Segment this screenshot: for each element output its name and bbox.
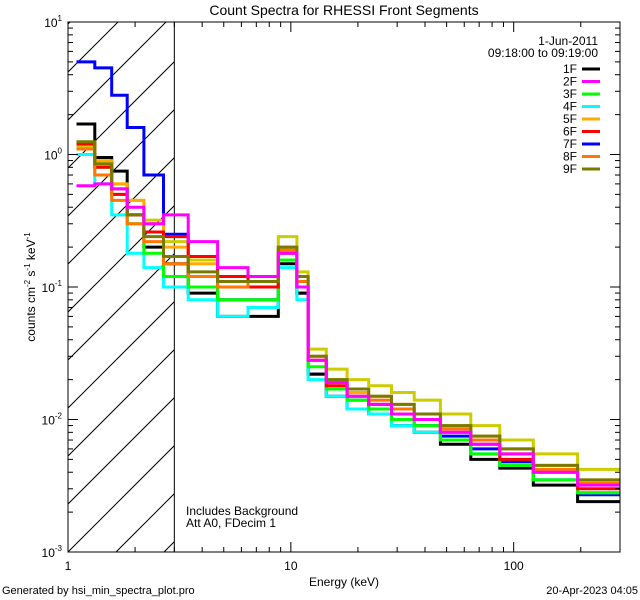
x-axis-label: Energy (keV)	[309, 575, 379, 589]
y-tick-base: 10	[44, 149, 58, 163]
y-axis-label-mid: s	[24, 271, 38, 280]
series-line-2F	[76, 182, 620, 487]
legend-label-9F: 9F	[563, 162, 577, 176]
legend-label-5F: 5F	[563, 112, 577, 126]
series-line-9F	[76, 140, 620, 482]
x-tick-label: 100	[504, 559, 524, 573]
y-axis-label: counts cm-2 s-1 keV-1	[23, 232, 38, 342]
time-range-label: 09:18:00 to 09:19:00	[488, 46, 598, 60]
y-tick-label: 10-1	[42, 279, 63, 295]
hatch-line	[68, 300, 175, 409]
legend-label-6F: 6F	[563, 125, 577, 139]
series-line-5F	[76, 142, 620, 482]
legend-label-7F: 7F	[563, 137, 577, 151]
y-axis-label-base: counts cm	[24, 287, 38, 342]
y-tick-base: 10	[42, 414, 56, 428]
y-tick-exponent: -1	[55, 279, 63, 288]
y-tick-exponent: -2	[55, 412, 63, 421]
y-tick-label: 10-2	[42, 412, 63, 428]
legend-label-2F: 2F	[563, 75, 577, 89]
series-line-7F	[76, 60, 620, 497]
y-tick-label: 10-3	[42, 544, 63, 560]
legend-label-3F: 3F	[563, 87, 577, 101]
series-line-4F	[76, 153, 620, 495]
hatch-line	[68, 348, 175, 457]
series-line-1F	[76, 122, 620, 504]
series-line-8F	[76, 147, 620, 485]
chart-title: Count Spectra for RHESSI Front Segments	[209, 2, 478, 18]
annotation-background: Includes Background	[186, 504, 298, 518]
series-line-3F	[76, 147, 620, 495]
hatch-line	[68, 156, 175, 265]
y-tick-base: 10	[42, 281, 56, 295]
date-label: 1-Jun-2011	[538, 34, 598, 48]
y-tick-base: 10	[44, 16, 58, 30]
x-tick-label: 1	[65, 559, 72, 573]
y-tick-exponent: 0	[58, 147, 63, 156]
y-tick-base: 10	[42, 546, 56, 560]
hatch-line	[68, 396, 175, 505]
y-tick-label: 100	[44, 147, 62, 163]
annotation-attenuator: Att A0, FDecim 1	[186, 516, 276, 530]
legend-label-4F: 4F	[563, 100, 577, 114]
y-tick-exponent: -3	[55, 544, 63, 553]
y-tick-exponent: 1	[58, 14, 63, 23]
legend-label-1F: 1F	[563, 62, 577, 76]
y-tick-label: 101	[44, 14, 62, 30]
y-axis-label-exp1: -2	[23, 279, 32, 287]
x-axis: 1 10 100	[65, 22, 621, 573]
footer-generated-by: Generated by hsi_min_spectra_plot.pro	[2, 585, 195, 597]
legend-label-8F: 8F	[563, 150, 577, 164]
series-line-extra	[76, 145, 620, 471]
y-axis-label-exp3: -1	[23, 232, 32, 240]
y-axis-label-unit: keV	[24, 239, 38, 263]
y-axis-label-exp2: -1	[23, 263, 32, 271]
footer-timestamp: 20-Apr-2023 04:05	[546, 585, 638, 597]
x-tick-label: 10	[284, 559, 298, 573]
